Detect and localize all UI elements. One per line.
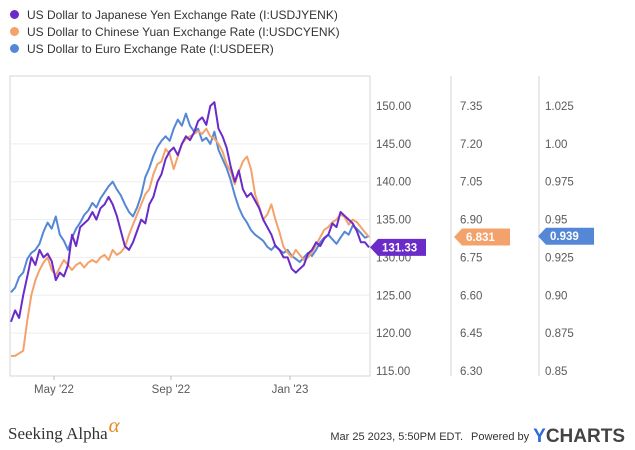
legend-dot-eur (10, 44, 19, 53)
legend-entry-eur[interactable]: US Dollar to Euro Exchange Rate (I:USDEE… (10, 40, 340, 57)
y-tick-label-eur: 0.925 (545, 252, 574, 264)
alpha-mark: α (108, 413, 120, 437)
y-tick-label-eur: 0.90 (545, 290, 567, 302)
y-tick-label-cny: 6.75 (460, 252, 482, 264)
timestamp: Mar 25 2023, 5:50PM EDT. (330, 431, 464, 443)
x-tick-label: May '22 (34, 384, 74, 396)
legend-label-cny: US Dollar to Chinese Yuan Exchange Rate … (27, 24, 340, 39)
legend-entry-cny[interactable]: US Dollar to Chinese Yuan Exchange Rate … (10, 23, 340, 40)
y-tick-label-jpy: 115.00 (376, 366, 410, 378)
y-tick-label-eur: 0.95 (545, 215, 567, 227)
series-line-jpy[interactable] (10, 101, 370, 323)
last-value-label-eur: 0.939 (550, 231, 579, 243)
last-value-badge-cny (454, 228, 510, 246)
y-tick-label-cny: 7.05 (460, 177, 482, 189)
y-tick-label-jpy: 140.00 (376, 177, 411, 189)
brand-text: Seeking Alpha (8, 424, 108, 443)
y-tick-label-eur: 0.85 (545, 366, 567, 378)
last-value-badges: 131.33 6.831 0.939 (370, 227, 594, 256)
y-tick-label-jpy: 125.00 (376, 290, 411, 302)
legend-label-eur: US Dollar to Euro Exchange Rate (I:USDEE… (27, 41, 274, 56)
y-tick-label-cny: 7.20 (460, 139, 482, 151)
y-tick-label-cny: 6.30 (460, 366, 482, 378)
last-value-badge-eur (538, 227, 594, 245)
x-tick-label: Jan '23 (272, 384, 309, 396)
y-tick-label-eur: 0.975 (545, 177, 574, 189)
footer-credit: Mar 25 2023, 5:50PM EDT. Powered by YCHA… (330, 426, 625, 448)
legend-dot-jpy (10, 10, 19, 19)
grid-lines (11, 143, 369, 334)
last-value-label-cny: 6.831 (466, 232, 495, 244)
y-tick-label-jpy: 120.00 (376, 328, 411, 340)
powered-by-label: Powered by (471, 431, 530, 443)
ycharts-logo-y: Y (533, 426, 546, 447)
series-line-cny[interactable] (11, 127, 370, 357)
legend: US Dollar to Japanese Yen Exchange Rate … (10, 6, 340, 57)
y-tick-label-eur: 1.025 (545, 101, 574, 113)
chart-area[interactable]: 150.00145.00140.00135.00130.00125.00120.… (0, 0, 635, 420)
plot-frame (9, 75, 371, 377)
legend-entry-jpy[interactable]: US Dollar to Japanese Yen Exchange Rate … (10, 6, 340, 23)
y-tick-label-eur: 0.875 (545, 328, 574, 340)
y-tick-label-jpy: 150.00 (376, 101, 411, 113)
x-tick-labels: May '22 Sep '22 Jan '23 (34, 376, 308, 396)
legend-dot-cny (10, 27, 19, 36)
series-lines (10, 101, 370, 357)
y-tick-label-cny: 6.60 (460, 290, 482, 302)
last-value-label-jpy: 131.33 (382, 242, 417, 254)
y-tick-label-jpy: 135.00 (376, 215, 411, 227)
y-tick-label-eur: 1.00 (545, 139, 567, 151)
y-tick-label-cny: 6.45 (460, 328, 482, 340)
ycharts-logo[interactable]: YCHARTS (533, 426, 625, 448)
ycharts-logo-rest: CHARTS (545, 426, 625, 447)
y-tick-label-jpy: 145.00 (376, 139, 411, 151)
last-value-badge-jpy (370, 238, 426, 256)
x-tick-label: Sep '22 (152, 384, 191, 396)
y-tick-label-cny: 7.35 (460, 101, 482, 113)
seeking-alpha-logo: Seeking Alphaα (8, 413, 120, 445)
y-tick-label-cny: 6.90 (460, 215, 482, 227)
legend-label-jpy: US Dollar to Japanese Yen Exchange Rate … (27, 7, 338, 22)
